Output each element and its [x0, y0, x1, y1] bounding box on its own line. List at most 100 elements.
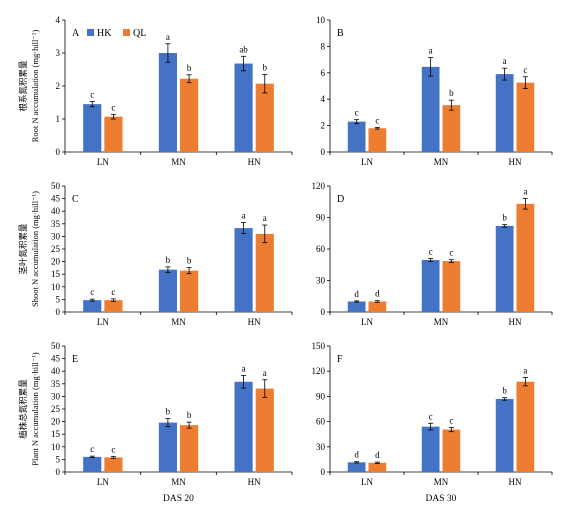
bar-hk [83, 300, 102, 312]
y-tick-label: 120 [312, 181, 326, 191]
y-tick-label: 50 [51, 341, 61, 351]
y-tick-label: 6 [321, 68, 326, 78]
legend-label: HK [97, 28, 112, 39]
y-tick-label: 15 [51, 269, 61, 279]
significance-letter: c [523, 65, 527, 75]
x-tick-label: MN [434, 157, 449, 167]
significance-letter: b [187, 63, 192, 73]
significance-letter: c [375, 115, 379, 125]
significance-letter: b [166, 255, 171, 265]
x-tick-label: MN [171, 157, 186, 167]
significance-letter: b [166, 407, 171, 417]
significance-letter: b [502, 213, 507, 223]
panel-label: E [72, 354, 78, 365]
y-axis-title-cn: 根系氮积累量 [18, 60, 28, 112]
bar-ql [516, 82, 535, 152]
panel-c: 0 5 10 15 20 25 30 35 40 45 50 LN c c MN b b HN a a C [51, 181, 293, 327]
significance-letter: b [449, 88, 454, 98]
bar-hk [421, 66, 440, 152]
panel-d: 0 30 60 90 120 LN d d MN c c HN b a D [312, 181, 553, 327]
panel-f: 0 30 60 90 120 150 LN d d MN c c HN b a F [312, 341, 553, 487]
significance-letter: b [263, 62, 268, 72]
y-tick-label: 10 [316, 15, 326, 25]
bar-hk [421, 260, 440, 312]
x-tick-label: MN [171, 317, 186, 327]
y-tick-label: 40 [51, 206, 61, 216]
bar-ql [442, 105, 461, 152]
panel-label: B [337, 28, 344, 39]
y-tick-label: 45 [51, 194, 61, 204]
y-axis-title-en: Plant N accumulation (mg·hill⁻¹) [30, 352, 40, 466]
y-tick-label: 0 [56, 147, 61, 157]
bar-hk [347, 301, 366, 312]
x-tick-label: LN [97, 157, 109, 167]
y-tick-label: 45 [51, 354, 61, 364]
legend-swatch [87, 29, 94, 36]
bar-ql [368, 301, 387, 312]
y-tick-label: 0 [321, 307, 326, 317]
significance-letter: a [503, 56, 507, 66]
significance-letter: ab [239, 44, 248, 54]
y-tick-label: 90 [316, 213, 326, 223]
bar-ql [516, 203, 535, 312]
significance-letter: c [111, 102, 115, 112]
x-axis-title: DAS 20 [163, 494, 194, 504]
y-axis-title-cn: 植株总氮积累量 [18, 379, 28, 439]
bar-ql [104, 300, 123, 312]
y-tick-label: 60 [316, 244, 326, 254]
bar-ql [180, 78, 199, 152]
y-tick-label: 35 [51, 219, 61, 229]
significance-letter: d [354, 450, 359, 460]
panel-e: 0 5 10 15 20 25 30 35 40 45 50 LN c c MN b b HN a a E [51, 341, 293, 487]
y-axis-title-cn: 茎叶氮积累量 [18, 223, 28, 275]
y-tick-label: 1 [56, 114, 61, 124]
significance-letter: c [429, 411, 433, 421]
bar-ql [368, 462, 387, 472]
y-tick-label: 10 [51, 282, 61, 292]
y-tick-label: 4 [56, 15, 61, 25]
significance-letter: a [523, 187, 527, 197]
y-tick-label: 120 [312, 366, 326, 376]
y-tick-label: 0 [321, 147, 326, 157]
y-tick-label: 25 [51, 404, 61, 414]
significance-letter: b [187, 256, 192, 266]
bar-ql [180, 425, 199, 472]
x-tick-label: LN [361, 477, 373, 487]
x-tick-label: LN [361, 157, 373, 167]
x-tick-label: MN [434, 317, 449, 327]
significance-letter: a [523, 366, 527, 376]
x-tick-label: MN [434, 477, 449, 487]
x-tick-label: HN [248, 157, 261, 167]
legend-label: QL [133, 28, 146, 39]
y-tick-label: 25 [51, 244, 61, 254]
significance-letter: c [90, 287, 94, 297]
bar-hk [83, 456, 102, 472]
y-axis-title-en: Root N accumulation (mg·hill⁻¹) [30, 30, 40, 143]
panel-label: A [72, 28, 80, 39]
significance-letter: a [263, 213, 267, 223]
bar-hk [495, 225, 514, 312]
bar-hk [234, 63, 253, 153]
legend-swatch [123, 29, 130, 36]
significance-letter: c [111, 287, 115, 297]
panel-label: D [337, 194, 344, 205]
x-tick-label: LN [97, 317, 109, 327]
bar-hk [347, 462, 366, 472]
significance-letter: a [242, 363, 246, 373]
x-tick-label: LN [97, 477, 109, 487]
x-tick-label: HN [248, 317, 261, 327]
y-tick-label: 2 [56, 81, 61, 91]
bar-ql [255, 83, 274, 152]
y-tick-label: 5 [56, 294, 61, 304]
bar-hk [158, 53, 177, 152]
y-tick-label: 90 [316, 391, 326, 401]
bar-hk [495, 74, 514, 152]
bar-ql [104, 116, 123, 152]
significance-letter: a [242, 211, 246, 221]
y-tick-label: 3 [56, 48, 61, 58]
y-tick-label: 0 [56, 307, 61, 317]
y-tick-label: 30 [316, 442, 326, 452]
significance-letter: a [429, 46, 433, 56]
